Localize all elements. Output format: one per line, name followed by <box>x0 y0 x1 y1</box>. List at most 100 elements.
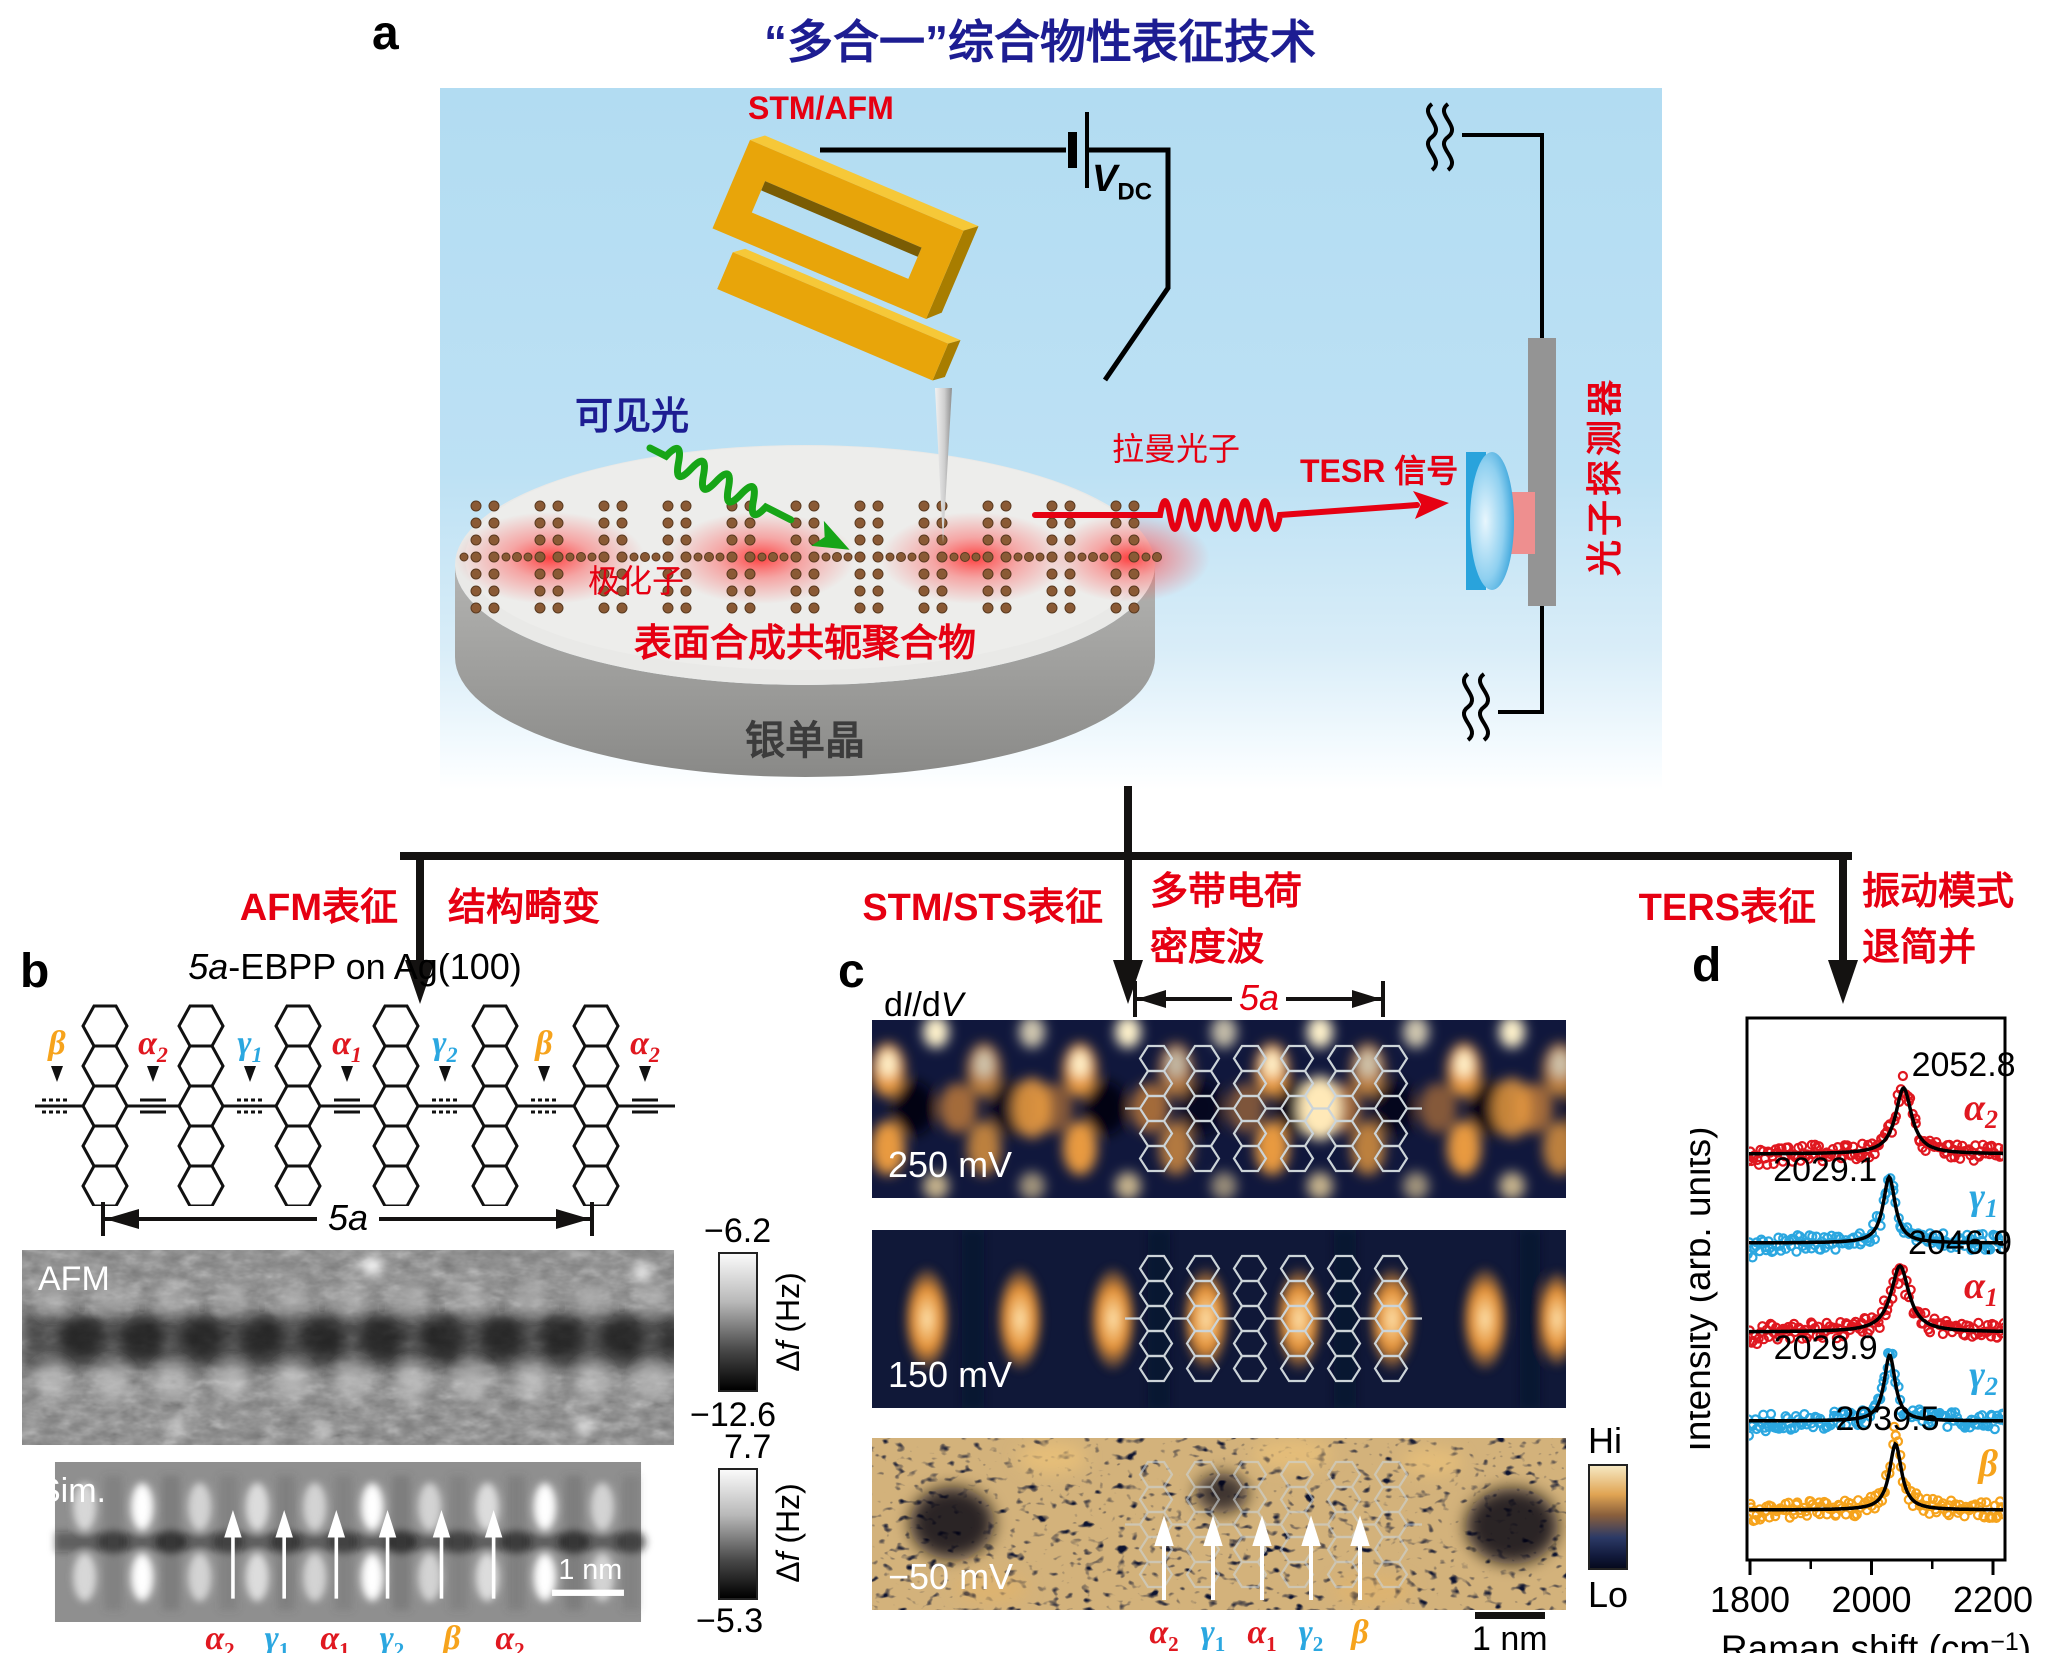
sim-colorbar-bottom: −5.3 <box>696 1602 764 1640</box>
c-site-g1: γ1 <box>1200 1614 1226 1653</box>
series-label: α1 <box>1964 1265 1998 1312</box>
unit-cell-span-b: 5a <box>101 1200 594 1238</box>
ters-branch-method: TERS表征 <box>1638 887 1816 929</box>
sim-image: 1 nm <box>22 1462 674 1622</box>
spectrum-α2 <box>1749 1070 2003 1170</box>
ters-branch-result-2: 退简并 <box>1862 927 1977 969</box>
b-site-a2-right: α2 <box>495 1620 525 1653</box>
raman-photon-label: 拉曼光子 <box>1112 431 1241 467</box>
bias-label-150: 150 mV <box>888 1354 1013 1395</box>
panel-b-label: b <box>20 945 50 998</box>
peak-annotation: 2046.9 <box>1908 1224 2012 1262</box>
silver-crystal-label: 银单晶 <box>745 719 865 763</box>
c-scalebar-label: 1 nm <box>1472 1620 1548 1653</box>
afm-branch-result: 结构畸变 <box>448 887 601 929</box>
c-site-a1: α1 <box>1247 1614 1277 1653</box>
bond-site-arrows <box>51 1066 651 1082</box>
stm-afm-sensor <box>712 135 979 381</box>
spectrum-γ1 <box>1749 1173 2003 1263</box>
peak-annotation: 2029.1 <box>1773 1151 1877 1189</box>
stm-branch-method: STM/STS表征 <box>862 887 1103 929</box>
spectrum-γ2 <box>1749 1348 2003 1441</box>
hilo-top: Hi <box>1588 1420 1622 1461</box>
series-label: γ2 <box>1969 1354 1998 1401</box>
svg-text:α2: α2 <box>630 1025 660 1067</box>
figure-title: “多合一”综合物性表征技术 <box>764 16 1316 68</box>
visible-light-label: 可见光 <box>575 396 690 438</box>
afm-colorbar-top: −6.2 <box>704 1212 772 1250</box>
stm-branch-result-2: 密度波 <box>1150 927 1265 969</box>
panel-a-label: a <box>372 7 399 60</box>
raman-spectra-chart: 1800 2000 2200 Raman shift (cm−1) Intensity … <box>1690 1016 2033 1653</box>
didv-label: dI/dV <box>884 986 964 1024</box>
bias-label-minus50: −50 mV <box>888 1556 1014 1597</box>
c-site-g2: γ2 <box>1298 1614 1324 1653</box>
stm-branch-result-1: 多带电荷 <box>1150 871 1303 913</box>
spectrum-α1 <box>1749 1263 2003 1350</box>
hilo-colorbar <box>1588 1464 1628 1570</box>
svg-text:2000: 2000 <box>1831 1579 1911 1620</box>
vdc-symbol: V <box>1092 158 1118 200</box>
afm-colorbar-bottom: −12.6 <box>690 1396 777 1434</box>
svg-text:β: β <box>46 1025 66 1062</box>
sim-image-tag: Sim. <box>38 1472 106 1510</box>
unit-cell-span-c: 5a <box>1133 978 1385 1019</box>
b-site-a1: α1 <box>320 1620 350 1653</box>
raman-beam <box>1032 491 1449 532</box>
vdc-label: VDC <box>1092 158 1152 207</box>
hilo-bottom: Lo <box>1588 1574 1629 1615</box>
afm-image-tag: AFM <box>38 1260 110 1298</box>
svg-text:γ1: γ1 <box>237 1025 262 1067</box>
svg-text:α1: α1 <box>332 1025 362 1067</box>
bond-marks <box>42 1098 658 1114</box>
svg-text:2200: 2200 <box>1953 1579 2033 1620</box>
b-site-b: β <box>443 1620 461 1653</box>
vdc-subscript: DC <box>1117 178 1153 206</box>
ters-branch-result-1: 振动模式 <box>1862 871 2015 913</box>
panel-b-title-rest: -EBPP on Ag(100) <box>228 946 522 987</box>
c-site-a2: α2 <box>1149 1614 1179 1653</box>
didv-map-150mv <box>872 1230 1566 1408</box>
photon-detector-assembly <box>1466 338 1556 606</box>
branch-arrows <box>400 786 1858 1004</box>
peak-annotation: 2039.5 <box>1835 1400 1939 1438</box>
stm-afm-label: STM/AFM <box>748 90 894 126</box>
svg-text:β: β <box>533 1025 553 1062</box>
bond-site-labels: β α2 γ1 α1 γ2 β α2 <box>46 1025 660 1067</box>
detector-mount <box>1528 338 1556 606</box>
detector-wires <box>1426 102 1544 742</box>
afm-colorbar <box>718 1252 758 1392</box>
peak-annotation: 2029.9 <box>1774 1329 1878 1367</box>
lens-icon <box>1470 452 1514 590</box>
didv-map-250mv <box>872 1020 1566 1198</box>
sim-colorbar-unit: Δf (Hz) <box>770 1483 806 1583</box>
didv-map-minus50mv <box>872 1438 1566 1610</box>
polaron-label: 极化子 <box>588 563 685 599</box>
span-label-b: 5a <box>328 1200 368 1238</box>
peak-annotation: 2052.8 <box>1912 1046 2016 1084</box>
svg-text:α2: α2 <box>138 1025 168 1067</box>
tesr-signal-label: TESR 信号 <box>1300 453 1459 489</box>
svg-text:1800: 1800 <box>1710 1579 1790 1620</box>
afm-branch-method: AFM表征 <box>239 887 398 929</box>
afm-colorbar-unit: Δf (Hz) <box>770 1272 806 1372</box>
span-label-c: 5a <box>1239 978 1279 1018</box>
svg-text:Intensity (arb. units): Intensity (arb. units) <box>1690 1127 1718 1452</box>
spectrum-β <box>1749 1421 2003 1527</box>
sim-scalebar <box>552 1589 624 1596</box>
sim-colorbar-top: 7.7 <box>724 1428 772 1466</box>
probe-tip <box>935 388 952 543</box>
series-label: α2 <box>1964 1087 1998 1134</box>
sim-colorbar <box>718 1468 758 1600</box>
chemical-structure: β α2 γ1 α1 γ2 β α2 <box>35 988 675 1206</box>
panel-d-label: d <box>1692 939 1722 992</box>
b-site-a2-left: α2 <box>205 1620 235 1653</box>
svg-text:γ2: γ2 <box>432 1025 457 1067</box>
b-site-g2: γ2 <box>379 1620 405 1653</box>
visible-light-wave <box>646 444 850 550</box>
sim-scalebar-label: 1 nm <box>558 1554 622 1586</box>
surface-polymer-label: 表面合成共轭聚合物 <box>633 623 976 665</box>
panel-b-title: 5a-EBPP on Ag(100) <box>100 946 610 988</box>
series-label: β <box>1977 1443 1999 1485</box>
